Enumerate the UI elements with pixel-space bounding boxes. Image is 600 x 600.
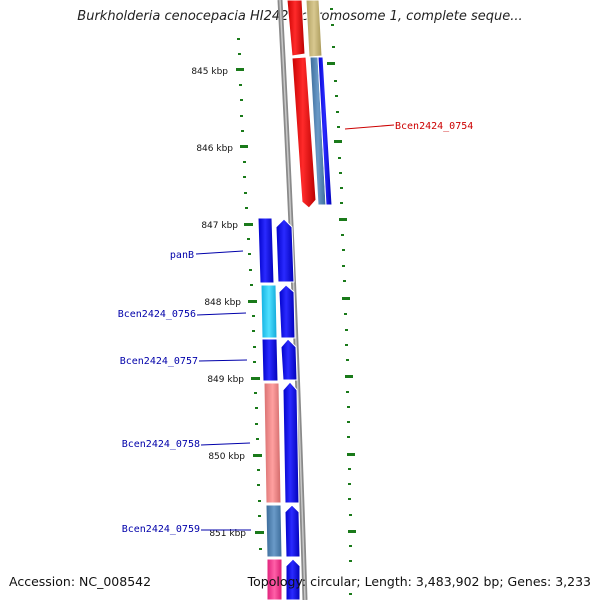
ruler-minor-ticks-left xyxy=(237,38,262,550)
accession-text: Accession: NC_008542 xyxy=(9,574,152,589)
ruler-label-848: 848 kbp xyxy=(204,298,241,308)
gene-label-Bcen2424_0759[interactable]: Bcen2424_0759 xyxy=(122,524,200,535)
leader-line-Bcen2424_0754 xyxy=(344,124,395,130)
ruler-label-845: 845 kbp xyxy=(191,67,228,77)
leader-line-Bcen2424_0756 xyxy=(196,312,247,316)
gene-Bcen2424_0754-cog xyxy=(305,0,333,206)
leader-line-Bcen2424_0758 xyxy=(200,442,251,446)
leader-line-Bcen2424_0757 xyxy=(198,359,248,362)
leader-line-panB xyxy=(195,250,244,255)
ruler-minor-ticks-right xyxy=(330,8,352,595)
gene-label-Bcen2424_0757[interactable]: Bcen2424_0757 xyxy=(120,356,198,367)
ruler-label-850: 850 kbp xyxy=(208,452,245,462)
ruler-label-846: 846 kbp xyxy=(196,144,233,154)
gene-Bcen2424_0754-cds[interactable] xyxy=(286,0,317,209)
cds-forward-track[interactable] xyxy=(275,218,301,600)
gene-label-Bcen2424_0754[interactable]: Bcen2424_0754 xyxy=(395,121,473,132)
topology-text: Topology: circular; Length: 3,483,902 bp… xyxy=(247,574,591,589)
ruler-label-847: 847 kbp xyxy=(201,221,238,231)
ruler-major-ticks-left xyxy=(236,68,264,534)
ruler-label-849: 849 kbp xyxy=(207,375,244,385)
cog-track xyxy=(257,217,283,600)
gene-label-panB[interactable]: panB xyxy=(170,250,194,261)
ruler-label-851: 851 kbp xyxy=(209,529,246,539)
gene-label-Bcen2424_0758[interactable]: Bcen2424_0758 xyxy=(122,439,200,450)
ruler-major-ticks-right xyxy=(327,62,356,533)
gene-label-Bcen2424_0756[interactable]: Bcen2424_0756 xyxy=(118,309,196,320)
